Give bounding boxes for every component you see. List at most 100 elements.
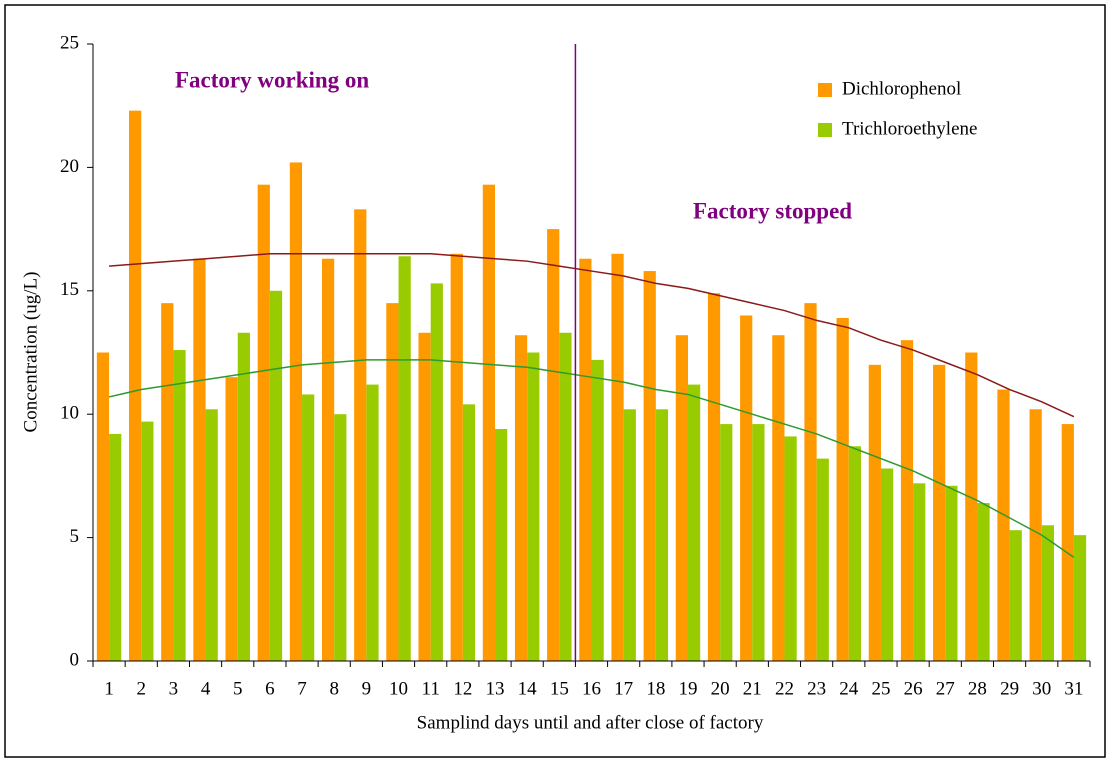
bar — [752, 424, 765, 661]
x-tick-label: 22 — [775, 678, 794, 699]
x-tick-label: 8 — [329, 678, 339, 699]
bar — [96, 352, 110, 661]
bar — [462, 404, 476, 661]
bar — [386, 303, 399, 661]
x-tick-label: 20 — [711, 678, 730, 699]
bar — [977, 503, 990, 661]
x-tick-label: 7 — [297, 678, 307, 699]
bar — [913, 483, 926, 661]
x-tick-label: 1 — [104, 678, 114, 699]
x-tick-label: 16 — [582, 678, 601, 699]
legend-swatch — [818, 123, 832, 137]
bar — [289, 162, 303, 662]
annotation: Factory stopped — [693, 198, 852, 223]
x-tick-label: 3 — [169, 678, 179, 699]
bar — [997, 389, 1010, 661]
x-tick-label: 21 — [743, 678, 762, 699]
x-tick-label: 15 — [550, 678, 569, 699]
legend-label: Trichloroethylene — [842, 118, 977, 139]
annotation: Factory working on — [175, 67, 369, 92]
bar — [707, 293, 721, 661]
bar — [880, 468, 894, 661]
x-tick-label: 2 — [136, 678, 146, 699]
bar — [354, 209, 367, 661]
bar — [398, 256, 411, 661]
bar — [933, 364, 946, 661]
x-tick-label: 30 — [1032, 678, 1051, 699]
bar — [945, 485, 958, 661]
bar — [225, 377, 238, 661]
bar — [591, 359, 604, 661]
x-tick-label: 31 — [1064, 678, 1083, 699]
x-tick-label: 11 — [422, 678, 440, 699]
x-tick-label: 14 — [518, 678, 538, 699]
y-tick-label: 25 — [60, 32, 79, 53]
bar — [173, 350, 186, 661]
x-tick-label: 29 — [1000, 678, 1019, 699]
bar — [1061, 424, 1074, 661]
bar — [161, 303, 174, 661]
bar — [675, 335, 688, 661]
bar — [965, 352, 978, 661]
x-tick-label: 19 — [678, 678, 697, 699]
bar — [495, 429, 508, 661]
bar — [643, 271, 656, 661]
bar — [772, 335, 785, 661]
bar — [109, 433, 122, 661]
x-tick-label: 27 — [936, 678, 955, 699]
y-tick-label: 20 — [60, 156, 79, 177]
bar — [1009, 530, 1022, 661]
bar — [269, 290, 283, 661]
bar — [1073, 535, 1087, 661]
y-tick-label: 0 — [70, 649, 80, 670]
y-tick-label: 10 — [60, 403, 79, 424]
x-tick-label: 26 — [904, 678, 923, 699]
trendline — [108, 359, 1075, 558]
bar — [450, 253, 463, 661]
bar — [579, 258, 592, 661]
bar — [720, 424, 733, 661]
x-tick-label: 28 — [968, 678, 987, 699]
bar — [655, 409, 669, 661]
bar — [514, 335, 528, 661]
bar — [547, 229, 560, 661]
x-tick-label: 10 — [389, 678, 408, 699]
bar — [321, 258, 335, 661]
bar — [1041, 525, 1054, 661]
x-tick-label: 13 — [486, 678, 505, 699]
y-tick-label: 15 — [60, 279, 79, 300]
bar — [836, 317, 849, 661]
bar — [804, 303, 817, 661]
bar — [611, 253, 624, 661]
x-tick-label: 18 — [646, 678, 665, 699]
bar — [900, 340, 914, 661]
bar — [868, 364, 881, 661]
bar — [141, 421, 154, 661]
bar — [205, 409, 218, 661]
bar — [527, 352, 540, 661]
y-tick-label: 5 — [70, 526, 80, 547]
x-tick-label: 23 — [807, 678, 826, 699]
bar — [740, 315, 753, 661]
bar — [623, 409, 636, 661]
bar — [237, 332, 250, 661]
bar — [559, 332, 572, 661]
bar — [784, 436, 797, 661]
bar — [848, 446, 862, 661]
bar — [257, 184, 270, 661]
legend-label: Dichlorophenol — [842, 78, 961, 99]
y-axis-title: Concentration (ug/L) — [20, 272, 41, 433]
bar — [687, 384, 701, 661]
bar — [430, 283, 443, 661]
bar — [418, 332, 431, 661]
bar — [302, 394, 315, 661]
legend-swatch — [818, 83, 832, 97]
x-tick-label: 4 — [201, 678, 211, 699]
bar — [366, 384, 379, 661]
x-tick-label: 9 — [362, 678, 372, 699]
x-tick-label: 6 — [265, 678, 275, 699]
bar — [129, 110, 142, 662]
x-tick-label: 12 — [453, 678, 472, 699]
bar — [1029, 409, 1042, 661]
x-tick-label: 17 — [614, 678, 633, 699]
